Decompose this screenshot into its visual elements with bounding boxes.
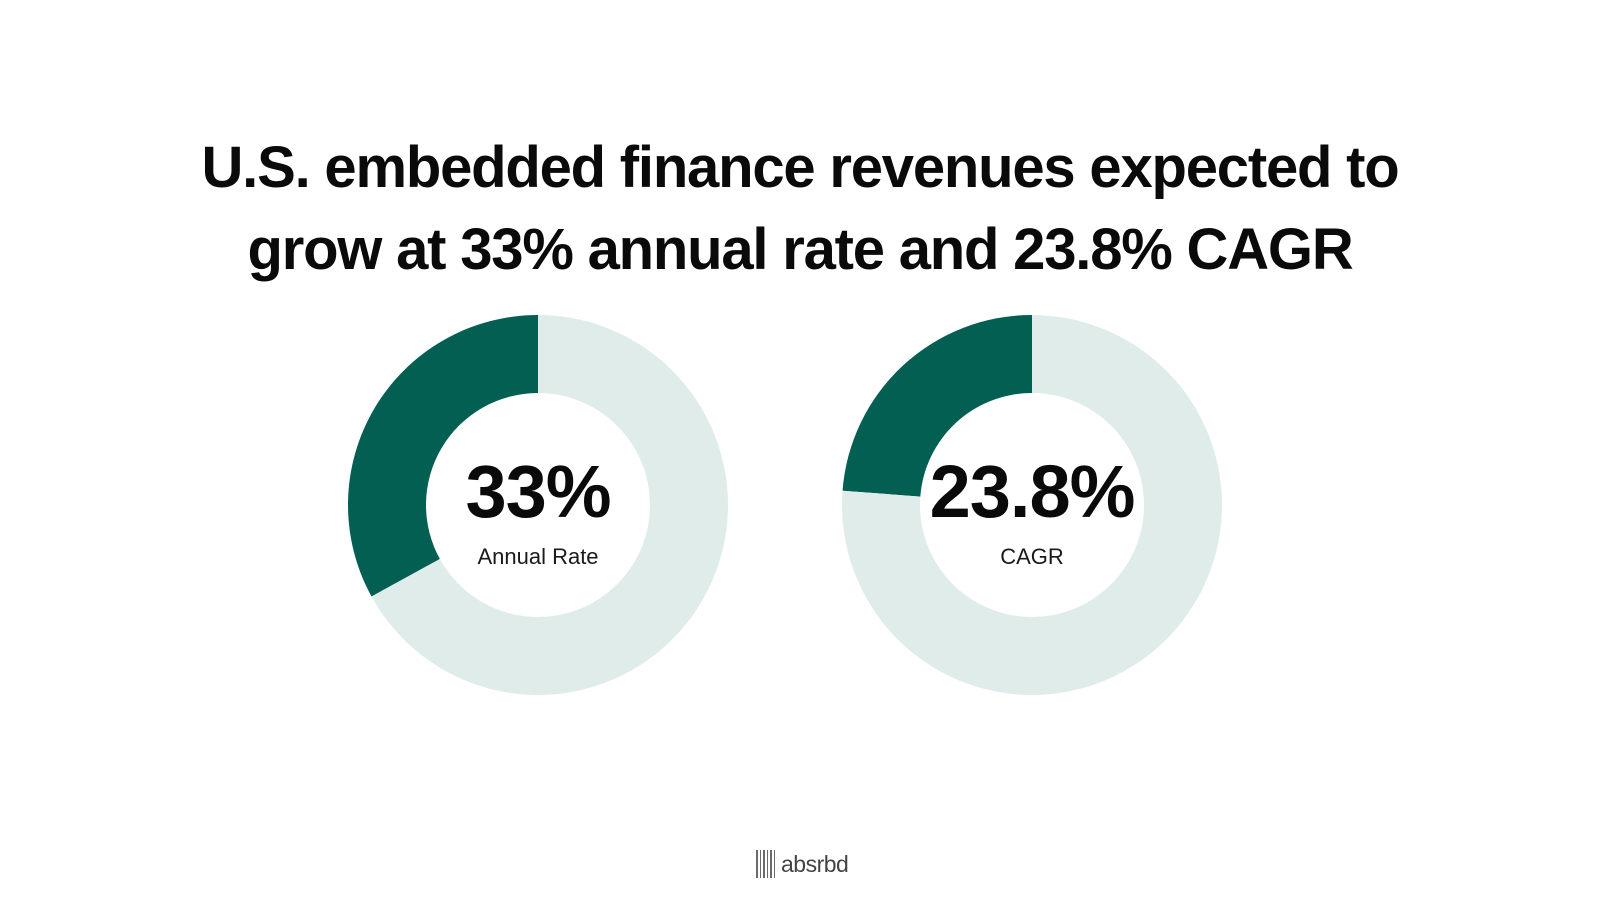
donut-slice-remainder — [371, 315, 728, 695]
brand-logo: absrbd — [756, 849, 849, 879]
donut-center-annual-rate: 33% Annual Rate — [343, 310, 733, 700]
chart-title: U.S. embedded finance revenues expected … — [100, 127, 1500, 291]
donut-chart-cagr: 23.8% CAGR — [837, 310, 1227, 700]
donut-label-cagr: CAGR — [1000, 544, 1064, 569]
donut-slice-filled — [842, 315, 1032, 497]
donut-svg-annual-rate — [347, 315, 728, 695]
donut-value-annual-rate: 33% — [465, 450, 611, 533]
donut-label-annual-rate: Annual Rate — [477, 544, 599, 569]
donut-slice-remainder — [842, 315, 1222, 695]
donut-svg-cagr — [842, 315, 1222, 695]
brand-logo-text: absrbd — [781, 850, 849, 877]
donut-slice-filled — [347, 315, 538, 597]
donut-chart-annual-rate: 33% Annual Rate — [343, 310, 733, 700]
donut-center-cagr: 23.8% CAGR — [837, 310, 1227, 700]
chart-title-line-1: U.S. embedded finance revenues expected … — [201, 134, 1400, 200]
chart-title-line-2: grow at 33% annual rate and 23.8% CAGR — [247, 216, 1353, 282]
barcode-icon — [756, 850, 777, 878]
donut-value-cagr: 23.8% — [929, 450, 1136, 533]
